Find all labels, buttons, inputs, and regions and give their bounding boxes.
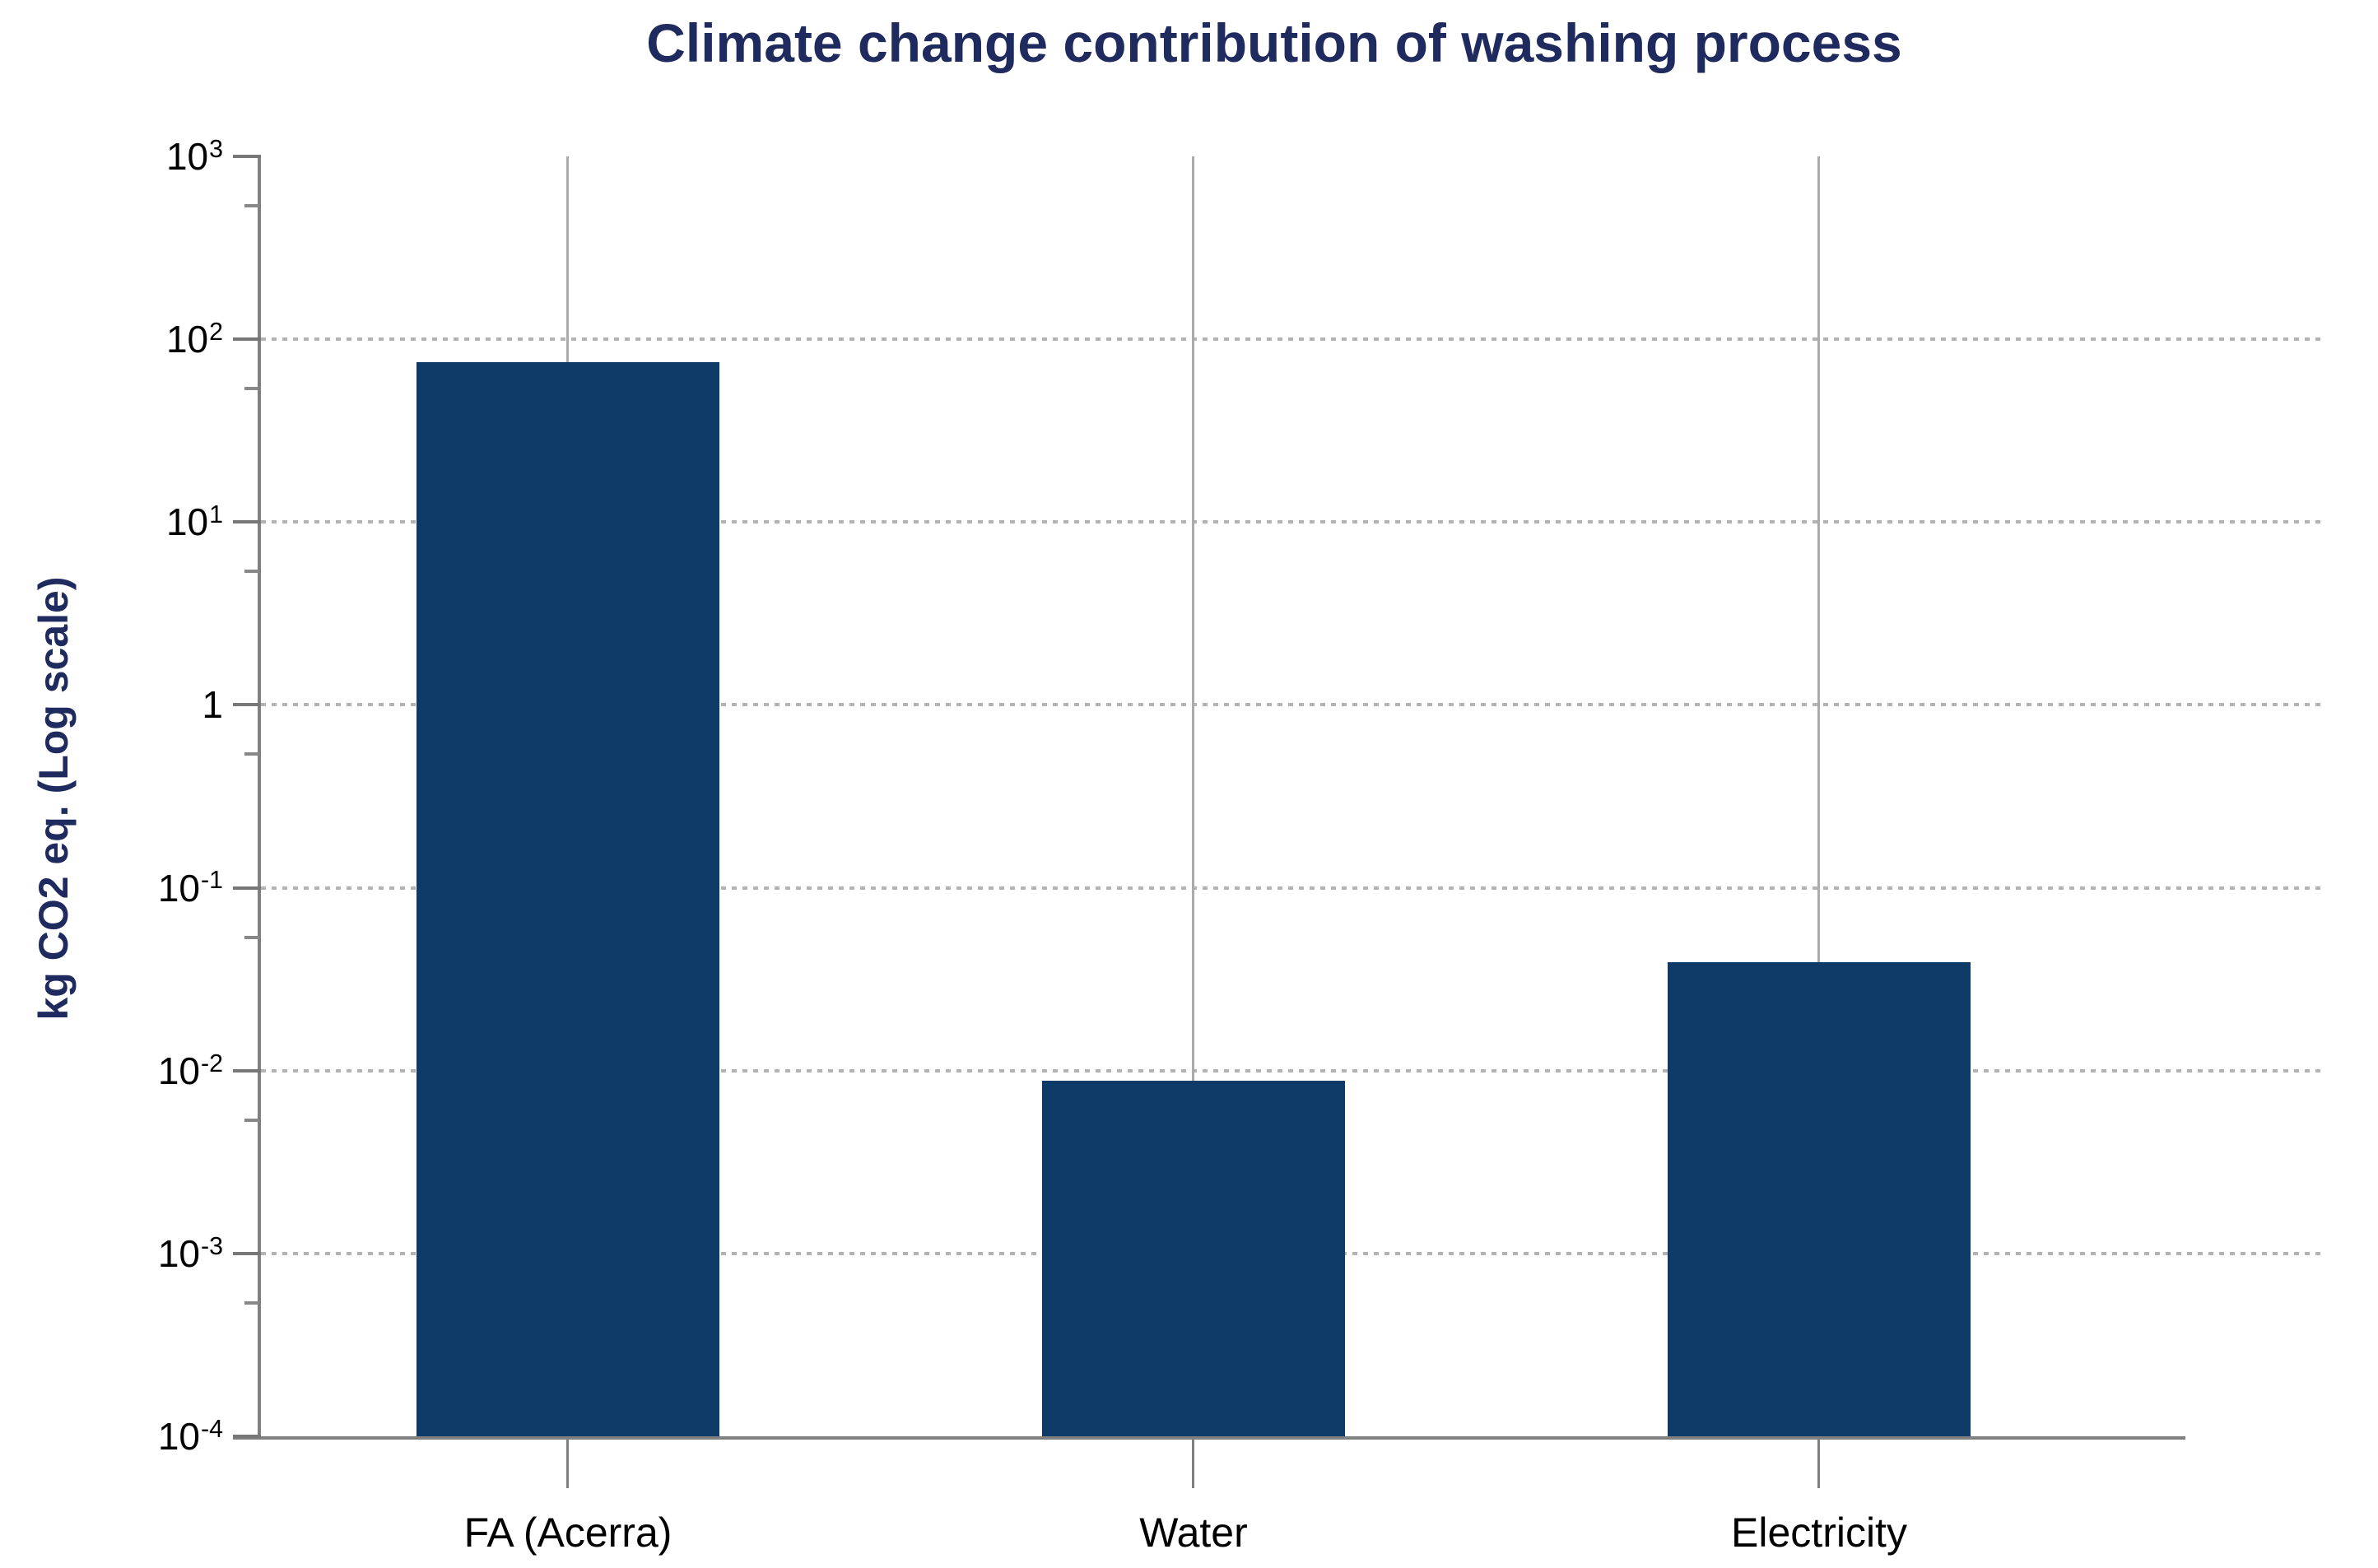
y-major-tick (233, 155, 261, 158)
y-minor-tick (244, 1300, 259, 1305)
x-category-label: FA (Acerra) (463, 1510, 672, 1556)
x-category-label: Electricity (1731, 1510, 1907, 1556)
bar-water (1042, 1081, 1345, 1436)
y-tick-label: 10-3 (157, 1231, 223, 1275)
category-gridline (1817, 156, 1820, 1436)
y-minor-tick (244, 570, 259, 574)
y-tick-label: 101 (165, 500, 223, 544)
category-tick (1192, 1440, 1194, 1488)
y-gridline (261, 703, 2323, 707)
y-tick-exponent: -1 (201, 867, 223, 895)
y-minor-tick (244, 752, 259, 756)
chart-title: Climate change contribution of washing p… (646, 12, 1902, 73)
y-major-tick (233, 520, 261, 524)
y-minor-tick (244, 1118, 259, 1122)
y-axis-title: kg CO2 eq. (Log scale) (30, 576, 77, 1021)
bar-fa-acerra (416, 361, 719, 1436)
category-tick (1817, 1440, 1820, 1488)
y-gridline (261, 520, 2323, 524)
category-gridline (1192, 156, 1194, 1436)
y-gridline (261, 337, 2323, 342)
y-tick-label: 103 (165, 135, 223, 178)
y-major-tick (233, 1251, 261, 1255)
category-tick (566, 1440, 569, 1488)
y-tick-label: 10-4 (157, 1415, 223, 1458)
y-tick-exponent: -3 (201, 1232, 223, 1260)
y-tick-label: 10-1 (157, 866, 223, 910)
x-axis-line (233, 1436, 2185, 1440)
y-major-tick (233, 1435, 261, 1438)
y-major-tick (233, 1068, 261, 1072)
y-major-tick (233, 703, 261, 707)
y-minor-tick (244, 387, 259, 391)
y-gridline (261, 886, 2323, 890)
y-tick-exponent: 3 (209, 135, 223, 163)
y-minor-tick (244, 204, 259, 207)
y-tick-exponent: -4 (201, 1415, 223, 1443)
y-gridline (261, 1068, 2323, 1072)
y-axis-line (258, 156, 261, 1440)
y-major-tick (233, 337, 261, 342)
x-category-label: Water (1139, 1510, 1248, 1556)
y-tick-exponent: -2 (201, 1049, 223, 1077)
y-tick-exponent: 1 (209, 501, 223, 529)
y-tick-exponent: 2 (209, 318, 223, 346)
y-major-tick (233, 886, 261, 890)
y-tick-label: 1 (202, 683, 223, 727)
y-tick-label: 10-2 (157, 1049, 223, 1092)
y-minor-tick (244, 935, 259, 939)
y-tick-label: 102 (165, 318, 223, 361)
bar-electricity (1668, 962, 1971, 1436)
